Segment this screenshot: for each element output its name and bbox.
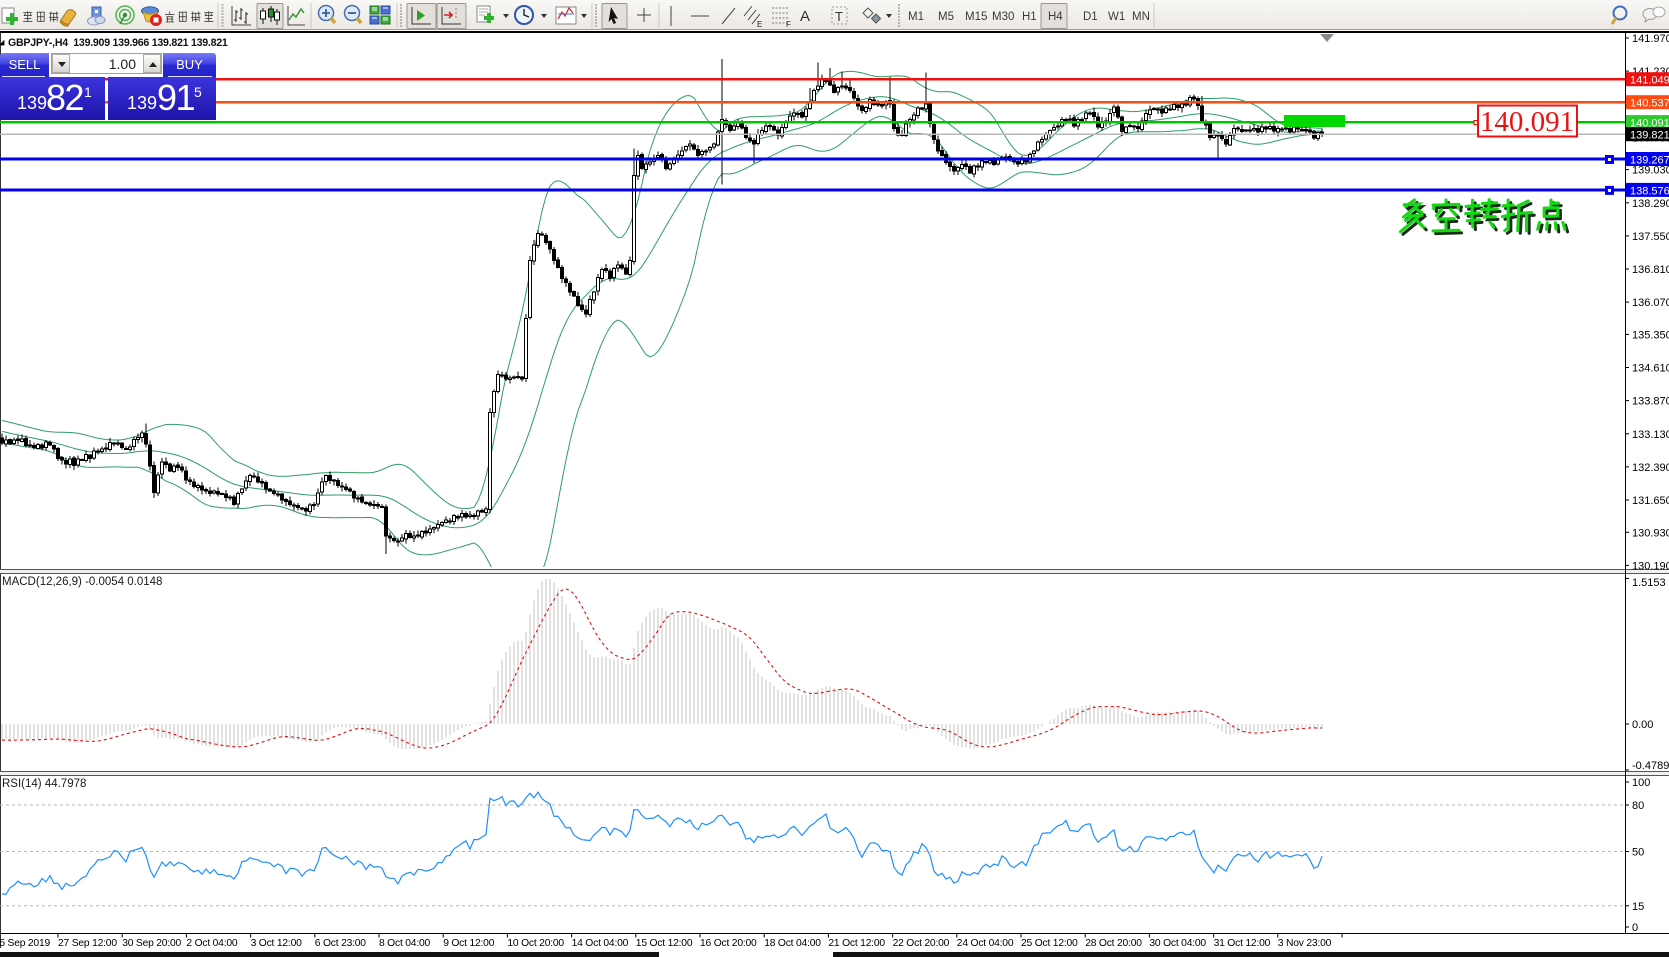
svg-text:H4: H4 xyxy=(1048,11,1063,23)
svg-text:139.267: 139.267 xyxy=(1630,155,1669,167)
svg-text:0.00: 0.00 xyxy=(1632,719,1653,731)
svg-text:133.130: 133.130 xyxy=(1632,429,1669,441)
svg-text:8 Oct 04:00: 8 Oct 04:00 xyxy=(379,938,431,949)
svg-text:80: 80 xyxy=(1632,800,1644,812)
svg-text:131.650: 131.650 xyxy=(1632,495,1669,507)
svg-text:31 Oct 12:00: 31 Oct 12:00 xyxy=(1214,938,1271,949)
svg-text:138.290: 138.290 xyxy=(1632,198,1669,210)
svg-text:25 Sep 2019: 25 Sep 2019 xyxy=(0,938,50,949)
svg-text:15: 15 xyxy=(1632,901,1644,913)
svg-text:1.5153: 1.5153 xyxy=(1632,577,1666,589)
svg-text:22 Oct 20:00: 22 Oct 20:00 xyxy=(893,938,950,949)
svg-text:14 Oct 04:00: 14 Oct 04:00 xyxy=(572,938,629,949)
svg-text:136.810: 136.810 xyxy=(1632,264,1669,276)
svg-text:25 Oct 12:00: 25 Oct 12:00 xyxy=(1021,938,1078,949)
svg-text:E: E xyxy=(757,20,762,29)
svg-text:3 Oct 12:00: 3 Oct 12:00 xyxy=(251,938,303,949)
svg-text:100: 100 xyxy=(1632,777,1650,789)
svg-text:W1: W1 xyxy=(1108,11,1125,23)
svg-text:-0.4789: -0.4789 xyxy=(1632,760,1669,772)
svg-text:30 Oct 04:00: 30 Oct 04:00 xyxy=(1149,938,1206,949)
svg-text:3 Nov 23:00: 3 Nov 23:00 xyxy=(1278,938,1332,949)
svg-text:139.030: 139.030 xyxy=(1632,165,1669,177)
svg-text:T: T xyxy=(835,9,843,24)
svg-text:9 Oct 12:00: 9 Oct 12:00 xyxy=(443,938,495,949)
svg-text:140.091: 140.091 xyxy=(1480,106,1574,138)
svg-text:0: 0 xyxy=(1632,922,1638,934)
svg-text:16 Oct 20:00: 16 Oct 20:00 xyxy=(700,938,757,949)
svg-text:MACD(12,26,9) -0.0054 0.0148: MACD(12,26,9) -0.0054 0.0148 xyxy=(2,576,162,588)
svg-text:6 Oct 23:00: 6 Oct 23:00 xyxy=(315,938,367,949)
svg-text:130.930: 130.930 xyxy=(1632,527,1669,539)
svg-text:M30: M30 xyxy=(992,11,1014,23)
svg-text:21 Oct 12:00: 21 Oct 12:00 xyxy=(828,938,885,949)
svg-text:141.970: 141.970 xyxy=(1632,33,1669,45)
svg-text:141.049: 141.049 xyxy=(1630,75,1669,87)
svg-text:133.870: 133.870 xyxy=(1632,396,1669,408)
svg-text:27 Sep 12:00: 27 Sep 12:00 xyxy=(58,938,117,949)
svg-text:130.190: 130.190 xyxy=(1632,560,1669,572)
svg-text:137.550: 137.550 xyxy=(1632,231,1669,243)
svg-text:RSI(14) 44.7978: RSI(14) 44.7978 xyxy=(2,778,86,790)
svg-text:10 Oct 20:00: 10 Oct 20:00 xyxy=(507,938,564,949)
svg-text:2 Oct 04:00: 2 Oct 04:00 xyxy=(186,938,238,949)
svg-text:139.821: 139.821 xyxy=(1630,130,1669,142)
svg-text:F: F xyxy=(786,20,791,29)
svg-text:D1: D1 xyxy=(1083,11,1098,23)
svg-text:24 Oct 04:00: 24 Oct 04:00 xyxy=(957,938,1014,949)
svg-text:50: 50 xyxy=(1632,847,1644,859)
svg-text:136.070: 136.070 xyxy=(1632,297,1669,309)
svg-text:M15: M15 xyxy=(965,11,987,23)
svg-text:138.576: 138.576 xyxy=(1630,185,1669,197)
svg-text:A: A xyxy=(800,8,810,25)
svg-text:M5: M5 xyxy=(938,11,954,23)
svg-text:134.610: 134.610 xyxy=(1632,363,1669,375)
svg-text:15 Oct 12:00: 15 Oct 12:00 xyxy=(636,938,693,949)
svg-text:18 Oct 04:00: 18 Oct 04:00 xyxy=(764,938,821,949)
svg-text:140.537: 140.537 xyxy=(1630,98,1669,110)
svg-text:MN: MN xyxy=(1132,11,1150,23)
svg-text:135.350: 135.350 xyxy=(1632,329,1669,341)
svg-text:30 Sep 20:00: 30 Sep 20:00 xyxy=(122,938,181,949)
svg-text:M1: M1 xyxy=(908,11,924,23)
svg-text:28 Oct 20:00: 28 Oct 20:00 xyxy=(1085,938,1142,949)
svg-text:132.390: 132.390 xyxy=(1632,462,1669,474)
svg-text:140.091: 140.091 xyxy=(1630,118,1669,130)
svg-text:H1: H1 xyxy=(1022,11,1037,23)
